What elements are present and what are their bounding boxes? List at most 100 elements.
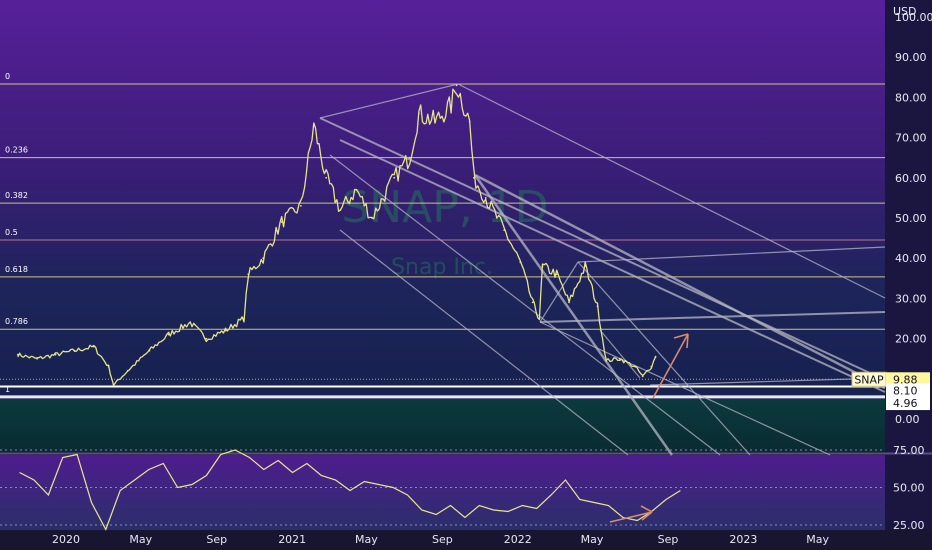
x-tick-label: 2022 — [504, 533, 532, 546]
price-point — [92, 345, 95, 348]
price-point — [541, 265, 544, 268]
x-tick-label: Sep — [658, 533, 679, 546]
price-point — [455, 84, 458, 87]
rsi-pane-background — [0, 455, 885, 530]
rsi-tick-label: 50.00 — [893, 482, 925, 495]
price-tags: SNAP 9.888.104.96 — [851, 371, 930, 411]
trendline — [457, 83, 886, 299]
rsi-series — [0, 449, 885, 531]
fib-label: 0 — [5, 72, 10, 81]
price-point — [224, 329, 227, 332]
rsi-tick-label: 25.00 — [893, 519, 925, 532]
price-point — [107, 365, 110, 368]
up-arrow — [652, 333, 689, 399]
price-point — [584, 265, 587, 268]
price-point — [393, 176, 396, 179]
main-pane-background — [0, 0, 885, 452]
x-tick-label: Sep — [432, 533, 453, 546]
price-point — [654, 355, 657, 358]
price-point — [243, 317, 245, 320]
price-point — [434, 120, 436, 123]
price-line — [17, 88, 657, 386]
price-point — [408, 156, 411, 159]
fib-label: 0.786 — [5, 317, 28, 326]
price-point — [167, 333, 170, 336]
price-point — [355, 189, 358, 191]
price-point — [112, 383, 115, 386]
price-series — [16, 84, 657, 386]
price-point — [339, 209, 342, 211]
price-tag-value: 4.96 — [893, 397, 918, 410]
price-point — [36, 357, 38, 360]
time-axis-background — [0, 530, 932, 550]
x-tick-label: May — [581, 533, 604, 546]
price-point — [503, 229, 506, 232]
fib-label: 0.618 — [5, 265, 28, 274]
x-tick-label: Sep — [206, 533, 227, 546]
x-tick-label: May — [806, 533, 829, 546]
price-point — [148, 349, 151, 352]
trendline — [319, 83, 459, 119]
trendline — [539, 321, 831, 456]
trendline — [474, 173, 886, 390]
currency-label: USD — [893, 5, 917, 18]
trendline — [319, 117, 886, 381]
trendlines — [319, 83, 886, 456]
price-point — [262, 257, 265, 260]
fib-label: 0.5 — [5, 228, 18, 237]
price-point — [418, 112, 420, 115]
price-point — [189, 321, 192, 324]
price-tag-value: 8.10 — [893, 384, 918, 397]
rsi-arrow — [609, 505, 653, 523]
y-tick-label: 40.00 — [895, 252, 927, 265]
trendline — [577, 261, 751, 456]
x-tick-label: 2021 — [278, 533, 306, 546]
price-tag-box — [886, 383, 930, 398]
price-point — [280, 221, 283, 223]
price-point — [73, 349, 76, 352]
price-point — [54, 353, 57, 356]
price-point — [618, 357, 621, 360]
fib-label: 0.236 — [5, 146, 28, 155]
price-point — [16, 353, 19, 356]
price-point — [247, 273, 250, 276]
y-tick-label: 80.00 — [895, 91, 927, 104]
x-tick-label: May — [129, 533, 152, 546]
price-point — [650, 365, 653, 368]
y-tick-label: 70.00 — [895, 132, 927, 145]
price-point — [126, 369, 129, 372]
trendline — [539, 311, 886, 323]
watermark-name: Snap Inc. — [391, 255, 493, 280]
rsi-tick-label: 75.00 — [893, 444, 925, 457]
price-point — [468, 120, 471, 123]
arrows — [609, 333, 689, 523]
y-tick-label: 60.00 — [895, 172, 927, 185]
price-point — [371, 217, 373, 219]
trendline — [599, 329, 641, 379]
y-tick-label: 0.00 — [895, 413, 920, 426]
price-point — [473, 176, 475, 179]
price-point — [634, 365, 637, 368]
x-tick-label: 2020 — [52, 533, 80, 546]
price-point — [538, 317, 541, 320]
y-tick-label: 30.00 — [895, 292, 927, 305]
price-point — [555, 273, 558, 276]
price-axis-background — [885, 0, 932, 530]
price-point — [205, 337, 208, 340]
lower-zone-background — [0, 399, 885, 452]
price-point — [312, 124, 315, 127]
fibonacci-levels: 0 0.236 0.382 0.5 0.618 0.786 1 — [0, 72, 885, 399]
trendline — [473, 174, 674, 456]
y-tick-label: 100.00 — [895, 11, 932, 24]
price-point — [325, 176, 328, 179]
x-tick-label: May — [355, 533, 378, 546]
price-point — [596, 305, 599, 308]
trendline — [339, 229, 629, 456]
y-tick-label: 90.00 — [895, 51, 927, 64]
trendline — [329, 154, 721, 456]
price-point — [605, 359, 608, 362]
trendline — [577, 246, 886, 263]
trendline — [649, 377, 886, 386]
price-tag-box — [886, 396, 930, 411]
